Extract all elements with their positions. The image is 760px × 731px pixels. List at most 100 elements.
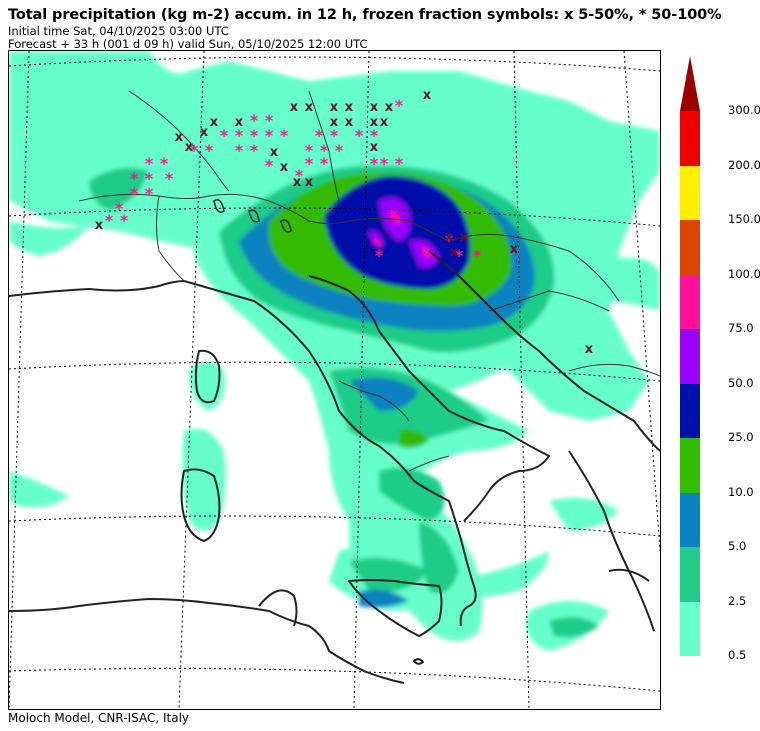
mixed-symbol: x: [210, 115, 219, 130]
snow-symbol: *: [265, 126, 274, 145]
mixed-symbol: x: [380, 115, 389, 130]
mixed-symbol: x: [305, 175, 314, 190]
lakes: [213, 199, 292, 233]
snow-symbol: *: [375, 246, 384, 265]
mixed-symbol: x: [370, 115, 379, 130]
colorbar-tick-label: 75.0: [728, 321, 754, 335]
mixed-symbol: x: [460, 230, 469, 245]
snow-symbol: *: [250, 126, 259, 145]
mixed-symbol: x: [585, 342, 594, 357]
snow-symbol: *: [220, 126, 229, 145]
colorbar-tick-label: 25.0: [728, 430, 754, 444]
colorbar-segment: [680, 601, 700, 656]
snow-symbol: *: [115, 199, 124, 218]
mixed-symbol: x: [345, 100, 354, 115]
colorbar-segment: [680, 220, 700, 275]
colorbar-tick-label: 150.0: [728, 212, 760, 226]
colorbar-segment: [680, 492, 700, 547]
colorbar-segment: [680, 383, 700, 438]
snow-symbols: * * * * * * * * * * * * * * * * * * * *: [105, 96, 482, 265]
snow-symbol: *: [320, 141, 329, 160]
mixed-symbol: x: [450, 245, 459, 260]
mixed-symbol: x: [270, 145, 279, 160]
colorbar-tick-label: 10.0: [728, 484, 754, 499]
precipitation-map: * * * * * * * * * * * * * * * * * * * *: [8, 50, 661, 710]
colorbar-tick-label: 2.5: [728, 593, 747, 608]
mixed-symbols: x x x x x x x x x x x x x x x x x x x x: [95, 88, 594, 357]
snow-symbol: *: [205, 141, 214, 160]
colorbar-tick-label: 5.0: [728, 539, 747, 553]
snow-symbol: *: [395, 154, 404, 173]
mixed-symbol: x: [235, 115, 244, 130]
mixed-symbol: x: [185, 140, 194, 155]
snow-symbol: *: [120, 211, 129, 230]
mixed-symbol: x: [445, 230, 454, 245]
mixed-symbol: x: [290, 100, 299, 115]
snow-symbol: *: [250, 141, 259, 160]
snow-symbol: *: [145, 154, 154, 173]
snow-symbol: *: [130, 169, 139, 188]
snow-symbol: *: [250, 111, 259, 130]
snow-symbol: *: [395, 96, 404, 115]
graticule: [9, 51, 660, 709]
map-title: Total precipitation (kg m-2) accum. in 1…: [8, 7, 722, 23]
snow-symbol: *: [355, 126, 364, 145]
model-credit: Moloch Model, CNR-ISAC, Italy: [8, 711, 190, 725]
snow-symbol: *: [280, 126, 289, 145]
forecast-time: Forecast + 33 h (001 d 09 h) valid Sun, …: [8, 37, 368, 51]
mixed-symbol: x: [175, 130, 184, 145]
colorbar-segment: [680, 111, 700, 166]
snow-symbol: *: [370, 126, 379, 145]
mixed-symbol: x: [200, 125, 209, 140]
mixed-symbol: x: [293, 175, 302, 190]
coastlines: [9, 250, 660, 684]
colorbar-segment: [680, 438, 700, 493]
snow-symbol: *: [265, 156, 274, 175]
snow-symbol: *: [315, 126, 324, 145]
snow-symbol: *: [295, 166, 304, 185]
snow-symbol: *: [235, 141, 244, 160]
initial-time: Initial time Sat, 04/10/2025 03:00 UTC: [8, 24, 229, 38]
snow-symbol: *: [473, 246, 482, 265]
mixed-symbol: x: [510, 242, 519, 257]
colorbar-tick-label: 300.0: [728, 103, 760, 117]
country-borders: [78, 90, 660, 472]
colorbar-arrow: [680, 56, 700, 111]
snow-symbol: *: [330, 126, 339, 145]
snow-symbol: *: [370, 154, 379, 173]
mixed-symbol: x: [345, 115, 354, 130]
colorbar-tick-label: 0.5: [728, 648, 747, 662]
snow-symbol: *: [320, 154, 329, 173]
colorbar: [680, 50, 702, 656]
snow-symbol: *: [190, 141, 199, 160]
mixed-symbol: x: [385, 100, 394, 115]
snow-symbol: *: [145, 184, 154, 203]
snow-symbol: *: [265, 111, 274, 130]
snow-symbol: *: [380, 154, 389, 173]
snow-symbol: *: [145, 169, 154, 188]
snow-symbol: *: [165, 169, 174, 188]
mixed-symbol: x: [423, 88, 432, 103]
snow-symbol: *: [455, 246, 464, 265]
snow-symbol: *: [235, 126, 244, 145]
mixed-symbol: x: [95, 218, 104, 233]
mixed-symbol: x: [370, 100, 379, 115]
colorbar-segment: [680, 547, 700, 602]
snow-symbol: *: [105, 211, 114, 230]
snow-symbol: *: [335, 141, 344, 160]
colorbar-tick-label: 200.0: [728, 157, 760, 172]
colorbar-tick-label: 50.0: [728, 375, 754, 390]
colorbar-segment: [680, 165, 700, 220]
snow-symbol: *: [305, 141, 314, 160]
snow-symbol: *: [160, 154, 169, 173]
colorbar-segment: [680, 329, 700, 384]
snow-symbol: *: [305, 154, 314, 173]
mixed-symbol: x: [305, 100, 314, 115]
colorbar-segment: [680, 274, 700, 329]
mixed-symbol: x: [280, 160, 289, 175]
frozen-fraction-symbols: * * * * * * * * * * * * * * * * * * * *: [95, 88, 594, 357]
mixed-symbol: x: [330, 115, 339, 130]
mixed-symbol: x: [370, 140, 379, 155]
snow-symbol: *: [445, 231, 454, 250]
snow-symbol: *: [130, 184, 139, 203]
